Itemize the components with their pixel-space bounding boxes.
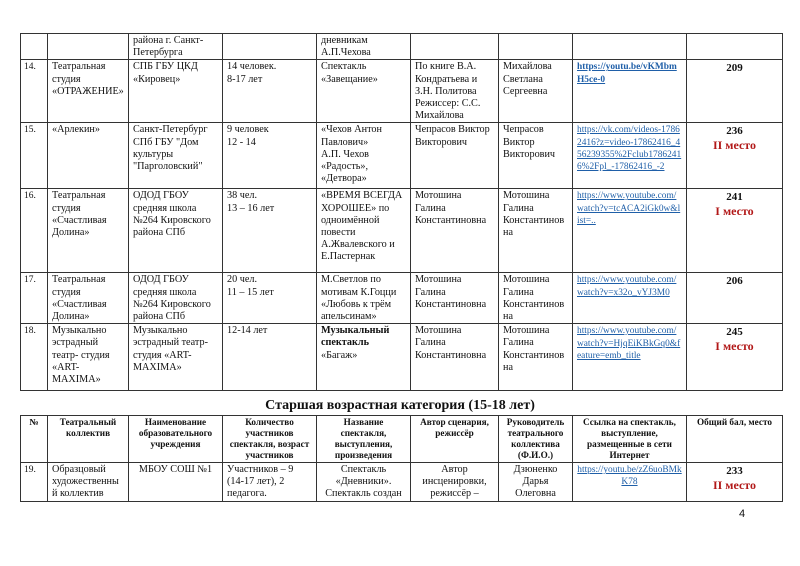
participants-cell: 12-14 лет	[222, 323, 317, 392]
title-bold: Музыкальный спектакль	[321, 325, 390, 349]
author-cell: Мотошина Галина Константиновна	[410, 272, 499, 325]
title-cell: дневникам А.П.Чехова	[316, 32, 411, 61]
title-cell: Спектакль «Дневники». Спектакль создан	[316, 462, 411, 502]
row-number: 17.	[20, 272, 48, 325]
video-link[interactable]: https://www.youtube.com/watch?v=tcACA2iG…	[577, 191, 681, 227]
header-number: №	[20, 415, 48, 463]
title-cell: Музыкальный спектакль «Багаж»	[316, 323, 411, 392]
institution-cell: ОДОД ГБОУ средняя школа №264 Кировского …	[128, 188, 223, 274]
score: 209	[726, 62, 743, 75]
header-row: № Театральный коллектив Наименование обр…	[20, 415, 783, 463]
collective-cell: Театральная студия «Счастливая Долина»	[47, 188, 129, 274]
title-cell: Спектакль «Завещание»	[316, 59, 411, 124]
collective-cell: Театральная студия «Счастливая Долина»	[47, 272, 129, 325]
institution-cell: района г. Санкт-Петербурга	[128, 32, 223, 61]
video-link[interactable]: https://vk.com/videos-17862416?z=video-1…	[577, 125, 682, 173]
page-number: 4	[739, 508, 746, 520]
institution-cell: Музыкально эстрадный театр-студия «ART-M…	[128, 323, 223, 392]
table-row-continuation: района г. Санкт-Петербурга дневникам А.П…	[20, 32, 783, 61]
collective-cell: Музыкально эстрадный театр- студия «ART-…	[47, 323, 129, 392]
leader-cell: Мотошина Галина Константинов на	[498, 323, 573, 392]
place-badge: I место	[715, 339, 754, 354]
score-cell: 209	[686, 59, 783, 124]
table-row: 15. «Арлекин» Санкт-Петербург СПб ГБУ "Д…	[20, 122, 783, 190]
table-row: 17. Театральная студия «Счастливая Долин…	[20, 272, 783, 325]
row-number: 18.	[20, 323, 48, 392]
author-cell: Чепрасов Виктор Викторович	[410, 122, 499, 190]
header-institution: Наименование образовательного учреждения	[128, 415, 223, 463]
score: 206	[726, 275, 743, 288]
video-link[interactable]: https://youtu.be/zZ6uoBMkK78	[577, 465, 682, 488]
author-cell: Мотошина Галина Константиновна	[410, 188, 499, 274]
title-cell: «Чехов Антон Павлович» А.П. Чехов «Радос…	[316, 122, 411, 190]
header-score: Общий бал, место	[686, 415, 783, 463]
header-collective: Театральный коллектив	[47, 415, 129, 463]
row-number: 16.	[20, 188, 48, 274]
author-cell: Мотошина Галина Константиновна	[410, 323, 499, 392]
header-participants: Количество участников спектакля, возраст…	[222, 415, 317, 463]
table-row: 18. Музыкально эстрадный театр- студия «…	[20, 323, 783, 392]
leader-cell: Дзюненко Дарья Олеговна	[498, 462, 573, 502]
video-link[interactable]: https://youtu.be/vKMbmH5ce-0	[577, 62, 677, 85]
institution-cell: ОДОД ГБОУ средняя школа №264 Кировского …	[128, 272, 223, 325]
title-cell: «ВРЕМЯ ВСЕГДА ХОРОШЕЕ» по одноимённой по…	[316, 188, 411, 274]
collective-cell: Образцовый художественны й коллектив	[47, 462, 129, 502]
leader-cell: Мотошина Галина Константинов на	[498, 272, 573, 325]
score: 245	[726, 326, 743, 339]
row-number: 14.	[20, 59, 48, 124]
score-cell: 236 II место	[686, 122, 783, 190]
score-cell: 245 I место	[686, 323, 783, 392]
score-cell: 241 I место	[686, 188, 783, 274]
place-badge: II место	[712, 478, 757, 492]
place-badge: I место	[715, 204, 754, 219]
author-cell: По книге В.А. Кондратьева и З.Н. Политов…	[410, 59, 499, 124]
participants-cell: 20 чел. 11 – 15 лет	[222, 272, 317, 325]
header-link: Ссылка на спектакль, выступление, размещ…	[572, 415, 687, 463]
participants-cell: 9 человек 12 - 14	[222, 122, 317, 190]
score: 233	[726, 465, 743, 477]
header-leader: Руководитель театрального коллектива (Ф.…	[498, 415, 573, 463]
score: 241	[726, 191, 743, 204]
institution-cell: Санкт-Петербург СПб ГБУ "Дом культуры "П…	[128, 122, 223, 190]
author-cell: Автор инсценировки, режиссёр –	[410, 462, 499, 502]
place-badge: II место	[712, 138, 757, 153]
leader-cell: Мотошина Галина Константинов на	[498, 188, 573, 274]
participants-cell: 14 человек. 8-17 лет	[222, 59, 317, 124]
institution-cell: МБОУ СОШ №1	[128, 462, 223, 502]
header-author: Автор сценария, режиссёр	[410, 415, 499, 463]
table-row: 19. Образцовый художественны й коллектив…	[20, 462, 783, 502]
score: 236	[726, 125, 743, 138]
collective-cell: «Арлекин»	[47, 122, 129, 190]
section-title: Старшая возрастная категория (15-18 лет)	[265, 398, 535, 413]
video-link[interactable]: https://www.youtube.com/watch?v=x32o_vYJ…	[577, 275, 677, 298]
leader-cell: Михайлова Светлана Сергеевна	[498, 59, 573, 124]
title-text: «Багаж»	[321, 349, 358, 361]
score-cell: 206	[686, 272, 783, 325]
leader-cell: Чепрасов Виктор Викторович	[498, 122, 573, 190]
score-cell: 233 II место	[686, 462, 783, 502]
table-row: 14. Театральная студия «ОТРАЖЕНИЕ» СПБ Г…	[20, 59, 783, 124]
header-title: Название спектакля, выступления, произве…	[316, 415, 411, 463]
row-number: 15.	[20, 122, 48, 190]
video-link[interactable]: https://www.youtube.com/watch?v=HjqEiKBk…	[577, 326, 681, 361]
collective-cell: Театральная студия «ОТРАЖЕНИЕ»	[47, 59, 129, 124]
row-number: 19.	[20, 462, 48, 502]
participants-cell: 38 чел. 13 – 16 лет	[222, 188, 317, 274]
institution-cell: СПБ ГБУ ЦКД «Кировец»	[128, 59, 223, 124]
table-row: 16. Театральная студия «Счастливая Долин…	[20, 188, 783, 274]
contest-results-table: района г. Санкт-Петербурга дневникам А.П…	[20, 32, 783, 392]
participants-cell: Участников – 9 (14-17 лет), 2 педагога.	[222, 462, 317, 502]
title-cell: М.Светлов по мотивам К.Гоцци «Любовь к т…	[316, 272, 411, 325]
senior-category-table: № Театральный коллектив Наименование обр…	[20, 415, 783, 502]
